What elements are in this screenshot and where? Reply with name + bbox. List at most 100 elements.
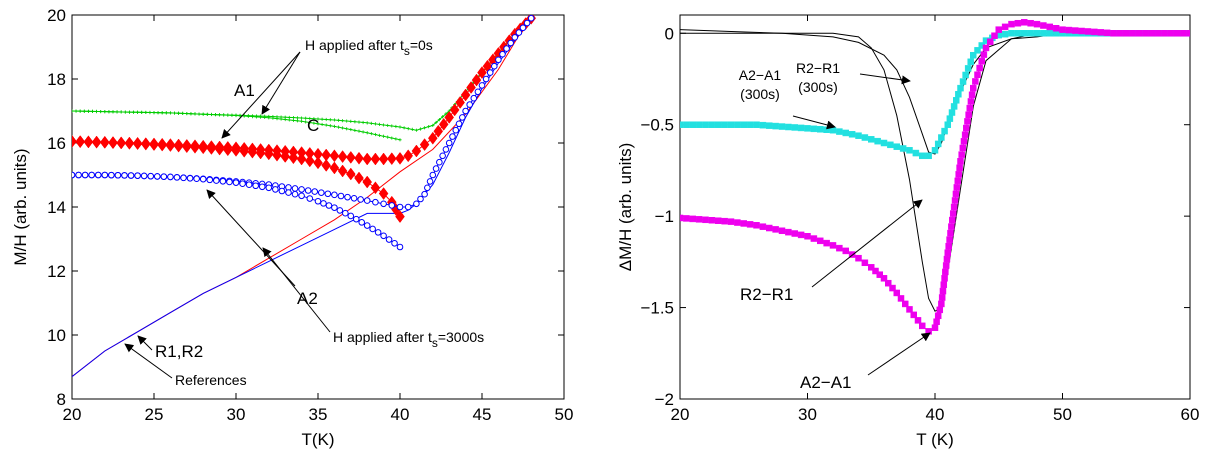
left-plus-marker bbox=[365, 121, 369, 125]
left-plus-marker bbox=[271, 116, 275, 120]
left-diamond-marker bbox=[206, 142, 217, 155]
right-square-marker bbox=[949, 210, 957, 217]
left-plus-marker bbox=[107, 110, 111, 114]
left-plus-marker bbox=[390, 124, 394, 128]
left-circle-marker bbox=[213, 177, 220, 184]
left-plus-marker bbox=[246, 114, 250, 118]
left-plus-marker bbox=[74, 109, 78, 113]
left-circle-marker bbox=[258, 183, 266, 191]
right-square-marker bbox=[1040, 30, 1047, 37]
right-square-marker bbox=[727, 218, 735, 225]
right-square-marker bbox=[804, 125, 811, 132]
left-plus-marker bbox=[382, 134, 386, 138]
left-circle-marker bbox=[331, 204, 338, 211]
right-square-marker bbox=[1110, 30, 1117, 37]
left-diamond-marker bbox=[438, 117, 449, 131]
left-x-tick-label: 45 bbox=[473, 405, 492, 424]
left-circle-marker bbox=[121, 172, 128, 179]
left-circle-marker bbox=[482, 75, 490, 83]
right-square-marker bbox=[941, 127, 948, 135]
left-plus-marker bbox=[197, 112, 201, 116]
right-square-marker bbox=[952, 190, 960, 198]
annotation-r2r1-300s-paren: (300s) bbox=[798, 79, 838, 95]
right-x-tick-label: 20 bbox=[671, 405, 690, 424]
left-plus-marker bbox=[369, 132, 373, 136]
right-square-marker bbox=[1001, 23, 1009, 31]
right-square-marker bbox=[959, 144, 967, 152]
left-diamond-marker bbox=[75, 135, 86, 149]
left-plus-marker bbox=[441, 115, 445, 119]
left-diamond-marker bbox=[91, 135, 102, 149]
left-plus-marker bbox=[201, 112, 205, 116]
left-plus-marker bbox=[332, 124, 336, 128]
left-circle-marker bbox=[314, 197, 322, 205]
left-plus-marker bbox=[345, 119, 349, 123]
left-diamond-marker bbox=[329, 161, 340, 175]
right-x-tick-label: 50 bbox=[1053, 405, 1072, 424]
left-y-tick-label: 10 bbox=[47, 326, 66, 345]
right-square-marker bbox=[1186, 30, 1190, 37]
left-plus-marker bbox=[398, 138, 402, 142]
left-diamond-marker bbox=[222, 143, 233, 157]
right-square-marker bbox=[734, 121, 741, 128]
left-plus-marker bbox=[373, 122, 377, 126]
left-circle-marker bbox=[72, 171, 76, 179]
right-square-marker bbox=[953, 184, 961, 191]
left-plus-marker bbox=[437, 118, 441, 122]
left-plus-marker bbox=[386, 135, 390, 139]
left-diamond-marker bbox=[83, 135, 94, 149]
right-square-marker bbox=[848, 131, 856, 138]
annotation-a2a1: A2−A1 bbox=[800, 373, 852, 392]
left-plus-marker bbox=[131, 110, 136, 114]
right-square-marker bbox=[1161, 30, 1168, 37]
right-square-marker bbox=[914, 317, 922, 324]
left-plus-marker bbox=[324, 123, 328, 127]
left-plus-marker bbox=[103, 110, 107, 114]
left-circle-marker bbox=[199, 175, 207, 183]
annotation-r2r1-300s: R2−R1 bbox=[796, 60, 840, 76]
left-circle-marker bbox=[344, 193, 351, 201]
left-circle-marker bbox=[363, 197, 371, 204]
right-square-marker bbox=[689, 121, 696, 128]
right-square-marker bbox=[954, 177, 962, 185]
left-diamond-marker bbox=[132, 137, 143, 151]
right-square-marker bbox=[680, 121, 684, 128]
arrow-a2a1-300s bbox=[792, 115, 836, 130]
right-x-tick-label: 40 bbox=[926, 405, 945, 424]
right-square-marker bbox=[855, 132, 862, 139]
left-plus-marker bbox=[90, 109, 95, 113]
left-circle-marker bbox=[380, 200, 387, 208]
right-square-marker bbox=[974, 47, 981, 54]
left-x-tick-label: 40 bbox=[391, 405, 410, 424]
left-circle-marker bbox=[306, 195, 314, 202]
right-square-marker bbox=[948, 109, 956, 116]
left-circle-marker bbox=[324, 190, 332, 198]
right-square-marker bbox=[1008, 30, 1015, 37]
right-square-marker bbox=[740, 220, 747, 227]
left-circle-marker bbox=[358, 219, 366, 226]
right-square-marker bbox=[1148, 30, 1155, 37]
right-square-marker bbox=[861, 259, 869, 267]
left-plus-marker bbox=[82, 109, 86, 113]
left-plus-marker bbox=[156, 111, 160, 115]
left-circle-marker bbox=[160, 173, 168, 180]
right-square-marker bbox=[1154, 30, 1162, 37]
left-circle-marker bbox=[291, 185, 299, 192]
right-square-marker bbox=[982, 44, 990, 52]
right-square-marker bbox=[950, 103, 958, 110]
left-plus-marker bbox=[308, 120, 312, 125]
left-circle-marker bbox=[491, 62, 498, 70]
left-plus-marker bbox=[336, 118, 341, 122]
left-circle-marker bbox=[147, 172, 155, 180]
left-diamond-marker bbox=[362, 175, 373, 189]
left-plus-marker bbox=[300, 119, 304, 123]
left-plus-marker bbox=[275, 117, 279, 121]
left-x-tick-label: 25 bbox=[145, 405, 164, 424]
right-square-marker bbox=[919, 322, 926, 330]
left-plus-marker bbox=[320, 117, 324, 121]
arrow-h0s-to-a1 bbox=[261, 51, 301, 115]
right-square-marker bbox=[817, 237, 824, 245]
left-plus-marker bbox=[283, 117, 287, 122]
left-diamond-marker bbox=[140, 137, 151, 151]
